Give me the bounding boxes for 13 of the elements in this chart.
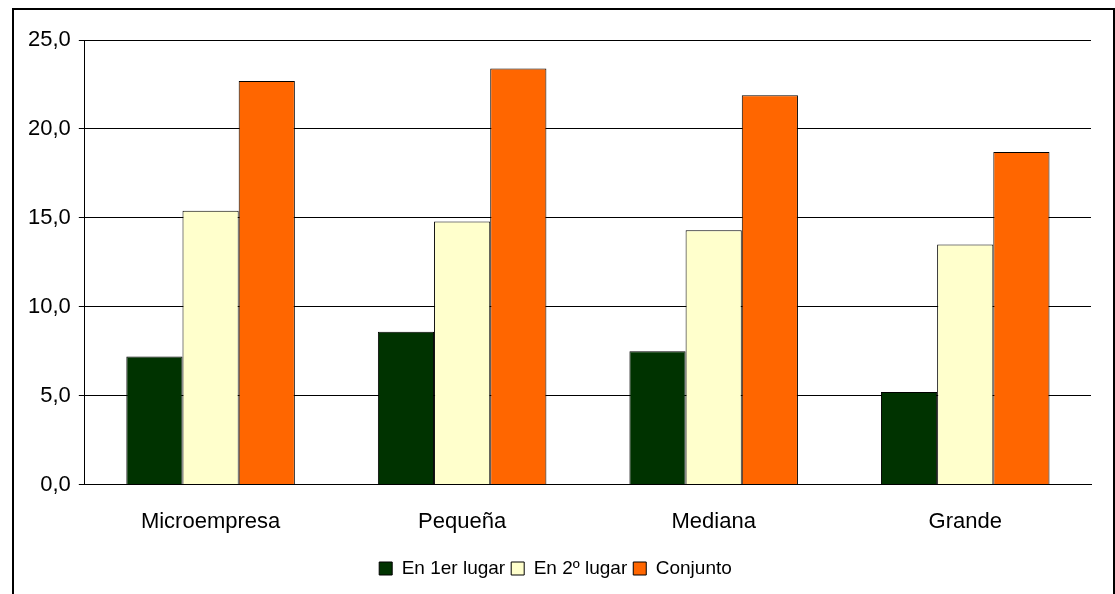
x-tick-label: Microempresa [140,507,282,533]
legend-label: En 1er lugar [401,556,506,578]
x-tick-label: Grande [928,507,1002,533]
y-tick-label: 20,0 [27,114,71,140]
x-tick-label: Mediana [671,507,757,533]
x-tick-label: Pequeña [418,507,507,533]
legend-label: En 2º lugar [533,556,628,578]
y-tick-label: 25,0 [27,26,71,52]
y-tick-label: 10,0 [27,292,71,318]
y-tick-label: 0,0 [40,470,71,496]
y-tick-label: 5,0 [40,381,71,407]
legend-label: Conjunto [655,556,732,578]
y-tick-label: 15,0 [27,203,71,229]
